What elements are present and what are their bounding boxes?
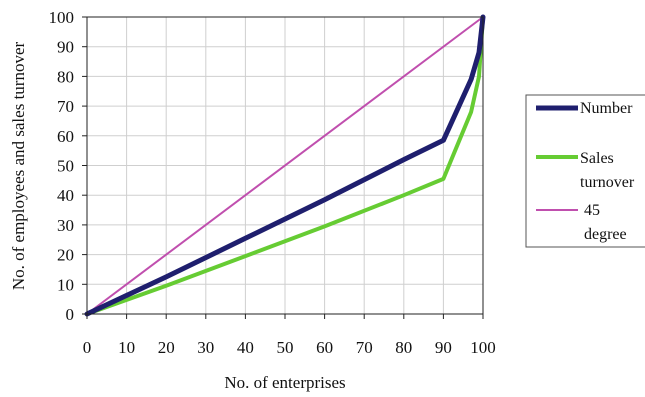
legend-box [525,94,645,248]
y-tick-50: 50 [57,157,74,176]
legend: Number Sales turnover 45 degree [525,94,645,248]
x-tick-50: 50 [277,338,294,357]
x-tick-80: 80 [395,338,412,357]
series-line-number [84,14,486,317]
legend-label-45-line2: degree [584,226,627,243]
x-tick-30: 30 [197,338,214,357]
x-tick-100: 100 [470,338,496,357]
x-tick-70: 70 [356,338,373,357]
series-lines [84,14,486,317]
y-tick-0: 0 [66,305,75,324]
x-tick-20: 20 [158,338,175,357]
y-tick-90: 90 [57,38,74,57]
y-tick-80: 80 [57,67,74,86]
legend-label-45-line1: 45 [584,202,600,219]
series-line-sales-turnover [85,15,485,316]
y-tick-labels: 0 10 20 30 40 50 60 70 80 90 100 [49,8,87,324]
y-tick-70: 70 [57,97,74,116]
series-line-45-degree [86,16,484,315]
y-tick-30: 30 [57,216,74,235]
legend-label-number: Number [580,100,633,117]
y-tick-60: 60 [57,127,74,146]
x-tick-0: 0 [83,338,92,357]
x-tick-10: 10 [118,338,135,357]
x-tick-60: 60 [316,338,333,357]
y-tick-20: 20 [57,246,74,265]
x-axis-label: No. of enterprises [224,373,345,392]
y-tick-40: 40 [57,186,74,205]
y-tick-10: 10 [57,275,74,294]
legend-label-sales-line2: turnover [580,174,635,191]
y-tick-100: 100 [49,8,75,27]
x-tick-90: 90 [435,338,452,357]
x-tick-40: 40 [237,338,254,357]
x-tick-labels: 0 10 20 30 40 50 60 70 80 90 100 [83,314,496,357]
y-axis-label: No. of employees and sales turnover [9,42,28,291]
legend-label-sales-line1: Sales [580,150,614,167]
